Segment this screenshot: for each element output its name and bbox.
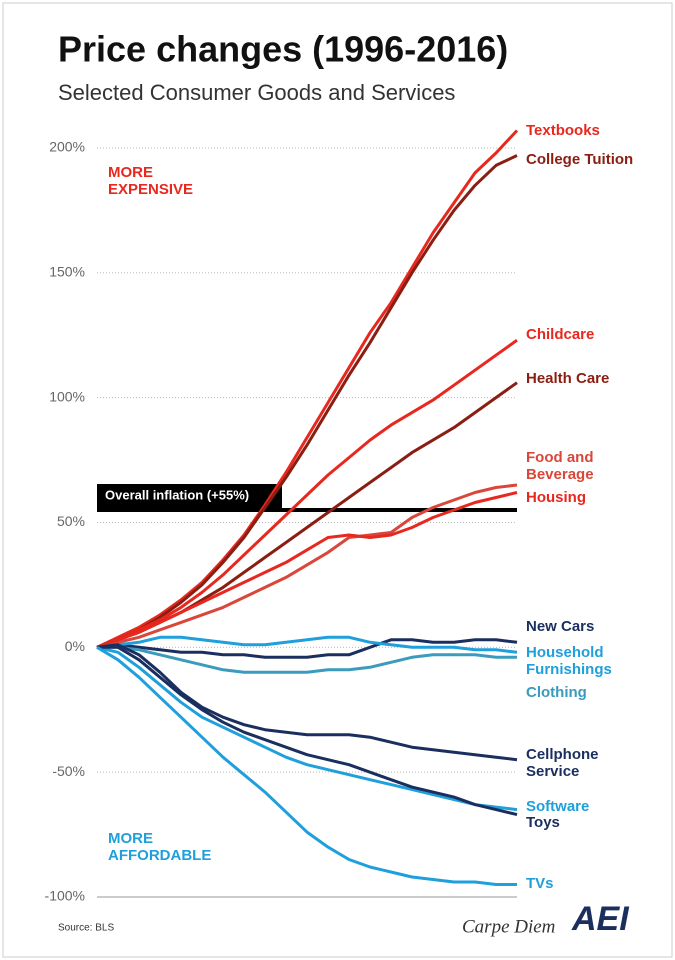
source: Source: BLS xyxy=(58,923,114,934)
legend-label: Food and Beverage xyxy=(526,449,594,483)
legend-label: College Tuition xyxy=(526,151,634,168)
legend-label: New Cars xyxy=(526,618,595,635)
series-line xyxy=(96,635,518,654)
more-affordable: MORE AFFORDABLE xyxy=(108,830,212,864)
legend-label: Clothing xyxy=(526,684,587,701)
series-line xyxy=(96,646,517,886)
logo: AEI xyxy=(571,900,630,938)
y-tick-label: 100% xyxy=(49,388,85,404)
legend-label: Housing xyxy=(526,489,586,506)
legend-label: TVs xyxy=(526,875,554,892)
chart-title: Price changes (1996-2016) xyxy=(58,29,508,70)
y-tick-label: 50% xyxy=(57,513,85,529)
y-tick-label: 0% xyxy=(65,638,85,654)
chart-subtitle: Selected Consumer Goods and Services xyxy=(58,80,455,105)
series-line xyxy=(96,638,518,659)
inflation-box xyxy=(97,484,282,508)
y-tick-label: 200% xyxy=(49,139,85,155)
brand: Carpe Diem xyxy=(462,916,555,937)
y-tick-label: -50% xyxy=(52,763,85,779)
series-line xyxy=(96,338,518,649)
series-line xyxy=(96,154,518,649)
legend-label: Toys xyxy=(526,814,560,831)
series-line xyxy=(96,643,518,762)
more-expensive: MORE EXPENSIVE xyxy=(108,164,194,198)
y-tick-label: 150% xyxy=(49,264,85,280)
legend-label: Household Furnishings xyxy=(526,644,612,678)
legend-label: Software xyxy=(526,798,590,815)
series-line xyxy=(96,483,518,649)
series-line xyxy=(96,491,518,649)
y-tick-label: -100% xyxy=(45,888,85,904)
series-line xyxy=(97,645,518,817)
legend-label: Textbooks xyxy=(526,122,600,139)
legend-label: Health Care xyxy=(526,370,610,387)
series-line xyxy=(96,129,519,649)
series-line xyxy=(97,645,517,674)
inflation-label: Overall inflation (+55%) xyxy=(105,487,249,502)
legend-label: Cellphone Service xyxy=(526,746,599,780)
legend-label: Childcare xyxy=(526,326,595,343)
series-line xyxy=(96,645,518,812)
